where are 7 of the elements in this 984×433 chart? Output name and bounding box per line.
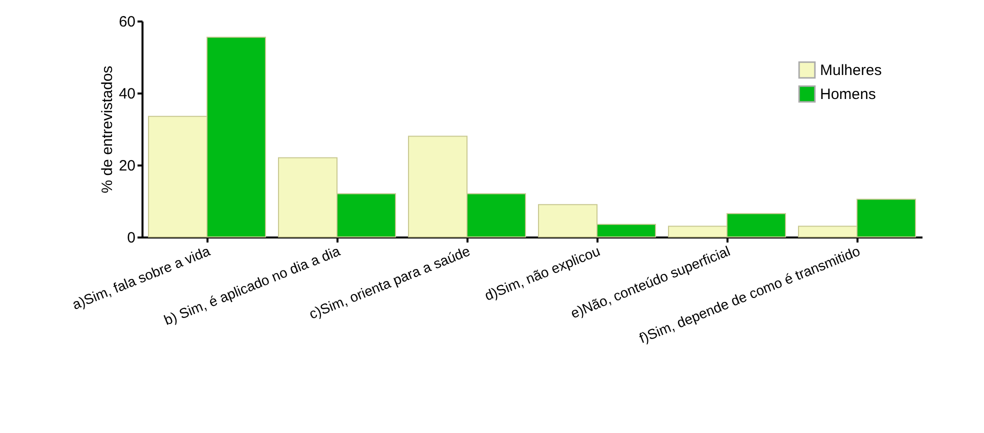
y-tick-label: 20 (118, 158, 136, 174)
y-tick-label: 40 (118, 86, 136, 102)
y-tick-label: 0 (127, 230, 136, 246)
y-tick-label: 60 (118, 14, 136, 30)
legend-label: Mulheres (820, 62, 882, 79)
y-axis-title: % de entrevistados (98, 66, 116, 194)
legend-label: Homens (820, 86, 876, 103)
